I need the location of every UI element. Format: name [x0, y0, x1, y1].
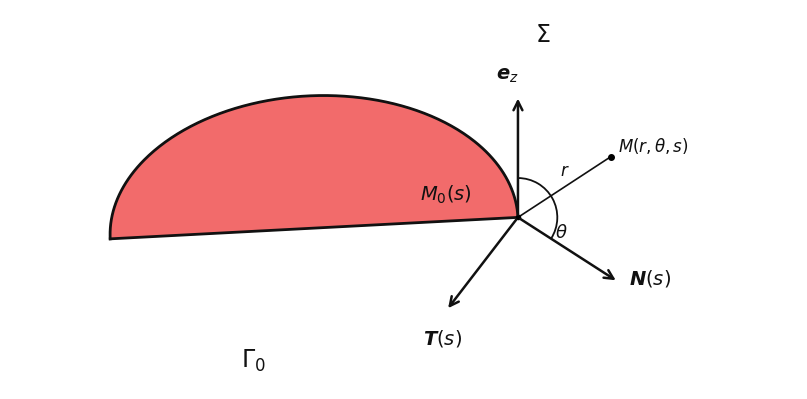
Polygon shape — [110, 95, 518, 239]
Text: $\boldsymbol{e}_z$: $\boldsymbol{e}_z$ — [495, 66, 519, 85]
Text: $\theta$: $\theta$ — [555, 224, 568, 242]
Text: $r$: $r$ — [560, 162, 570, 180]
Text: $\Sigma$: $\Sigma$ — [535, 23, 550, 47]
Text: $M(r,\theta,s)$: $M(r,\theta,s)$ — [618, 136, 688, 156]
Text: $\mathit{M}_0(s)$: $\mathit{M}_0(s)$ — [420, 184, 471, 205]
Text: $\boldsymbol{N}(s)$: $\boldsymbol{N}(s)$ — [629, 268, 671, 289]
Text: $\Gamma_0$: $\Gamma_0$ — [240, 348, 266, 373]
Text: $\boldsymbol{T}(s)$: $\boldsymbol{T}(s)$ — [424, 328, 462, 349]
